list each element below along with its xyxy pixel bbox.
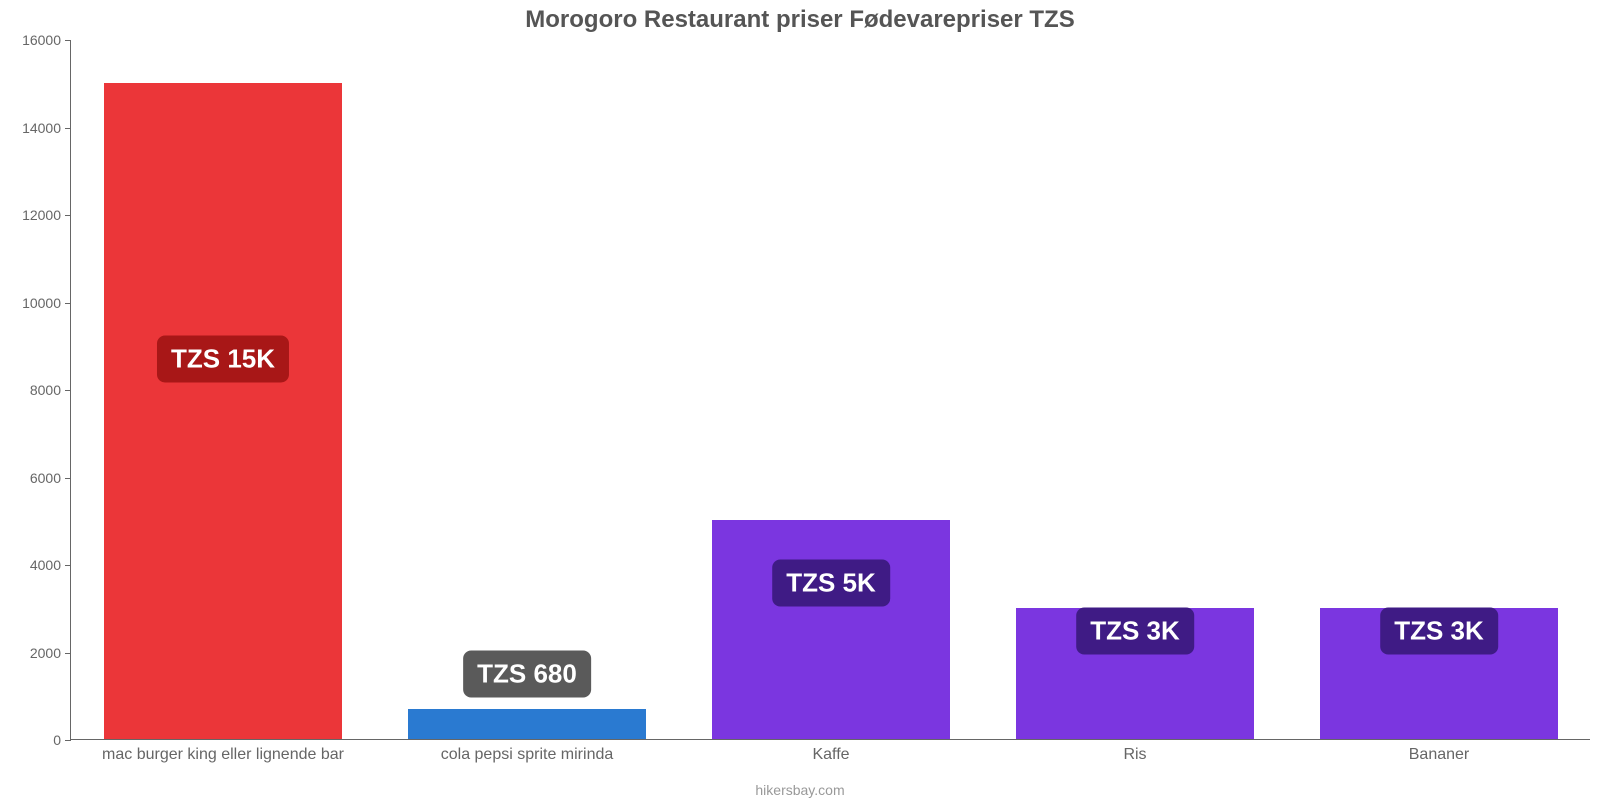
bar-value-badge: TZS 3K — [1380, 607, 1498, 654]
chart-title: Morogoro Restaurant priser Fødevareprise… — [0, 6, 1600, 34]
y-tick-label: 4000 — [11, 557, 61, 573]
y-tick-label: 0 — [11, 732, 61, 748]
y-tick-label: 14000 — [11, 120, 61, 136]
bar-chart: Morogoro Restaurant priser Fødevareprise… — [0, 0, 1600, 800]
bar-value-badge: TZS 5K — [772, 559, 890, 606]
y-tick-mark — [65, 40, 71, 41]
y-tick-label: 2000 — [11, 645, 61, 661]
y-tick-mark — [65, 565, 71, 566]
x-tick-label: cola pepsi sprite mirinda — [441, 746, 614, 764]
y-tick-mark — [65, 740, 71, 741]
x-tick-label: Kaffe — [812, 746, 849, 764]
y-tick-label: 8000 — [11, 382, 61, 398]
bar — [104, 83, 341, 739]
x-tick-label: mac burger king eller lignende bar — [102, 746, 344, 764]
bar — [408, 709, 645, 739]
y-tick-label: 10000 — [11, 295, 61, 311]
y-tick-mark — [65, 478, 71, 479]
y-tick-label: 16000 — [11, 32, 61, 48]
y-tick-label: 6000 — [11, 470, 61, 486]
y-tick-mark — [65, 128, 71, 129]
bar-value-badge: TZS 680 — [463, 651, 591, 698]
y-tick-mark — [65, 653, 71, 654]
x-tick-label: Bananer — [1409, 746, 1470, 764]
bar-value-badge: TZS 3K — [1076, 607, 1194, 654]
plot-area: 0200040006000800010000120001400016000mac… — [70, 40, 1590, 740]
bar — [712, 520, 949, 739]
y-tick-mark — [65, 390, 71, 391]
bar-value-badge: TZS 15K — [157, 336, 289, 383]
y-tick-label: 12000 — [11, 207, 61, 223]
y-tick-mark — [65, 303, 71, 304]
x-tick-label: Ris — [1123, 746, 1146, 764]
y-tick-mark — [65, 215, 71, 216]
attribution-text: hikersbay.com — [0, 782, 1600, 798]
